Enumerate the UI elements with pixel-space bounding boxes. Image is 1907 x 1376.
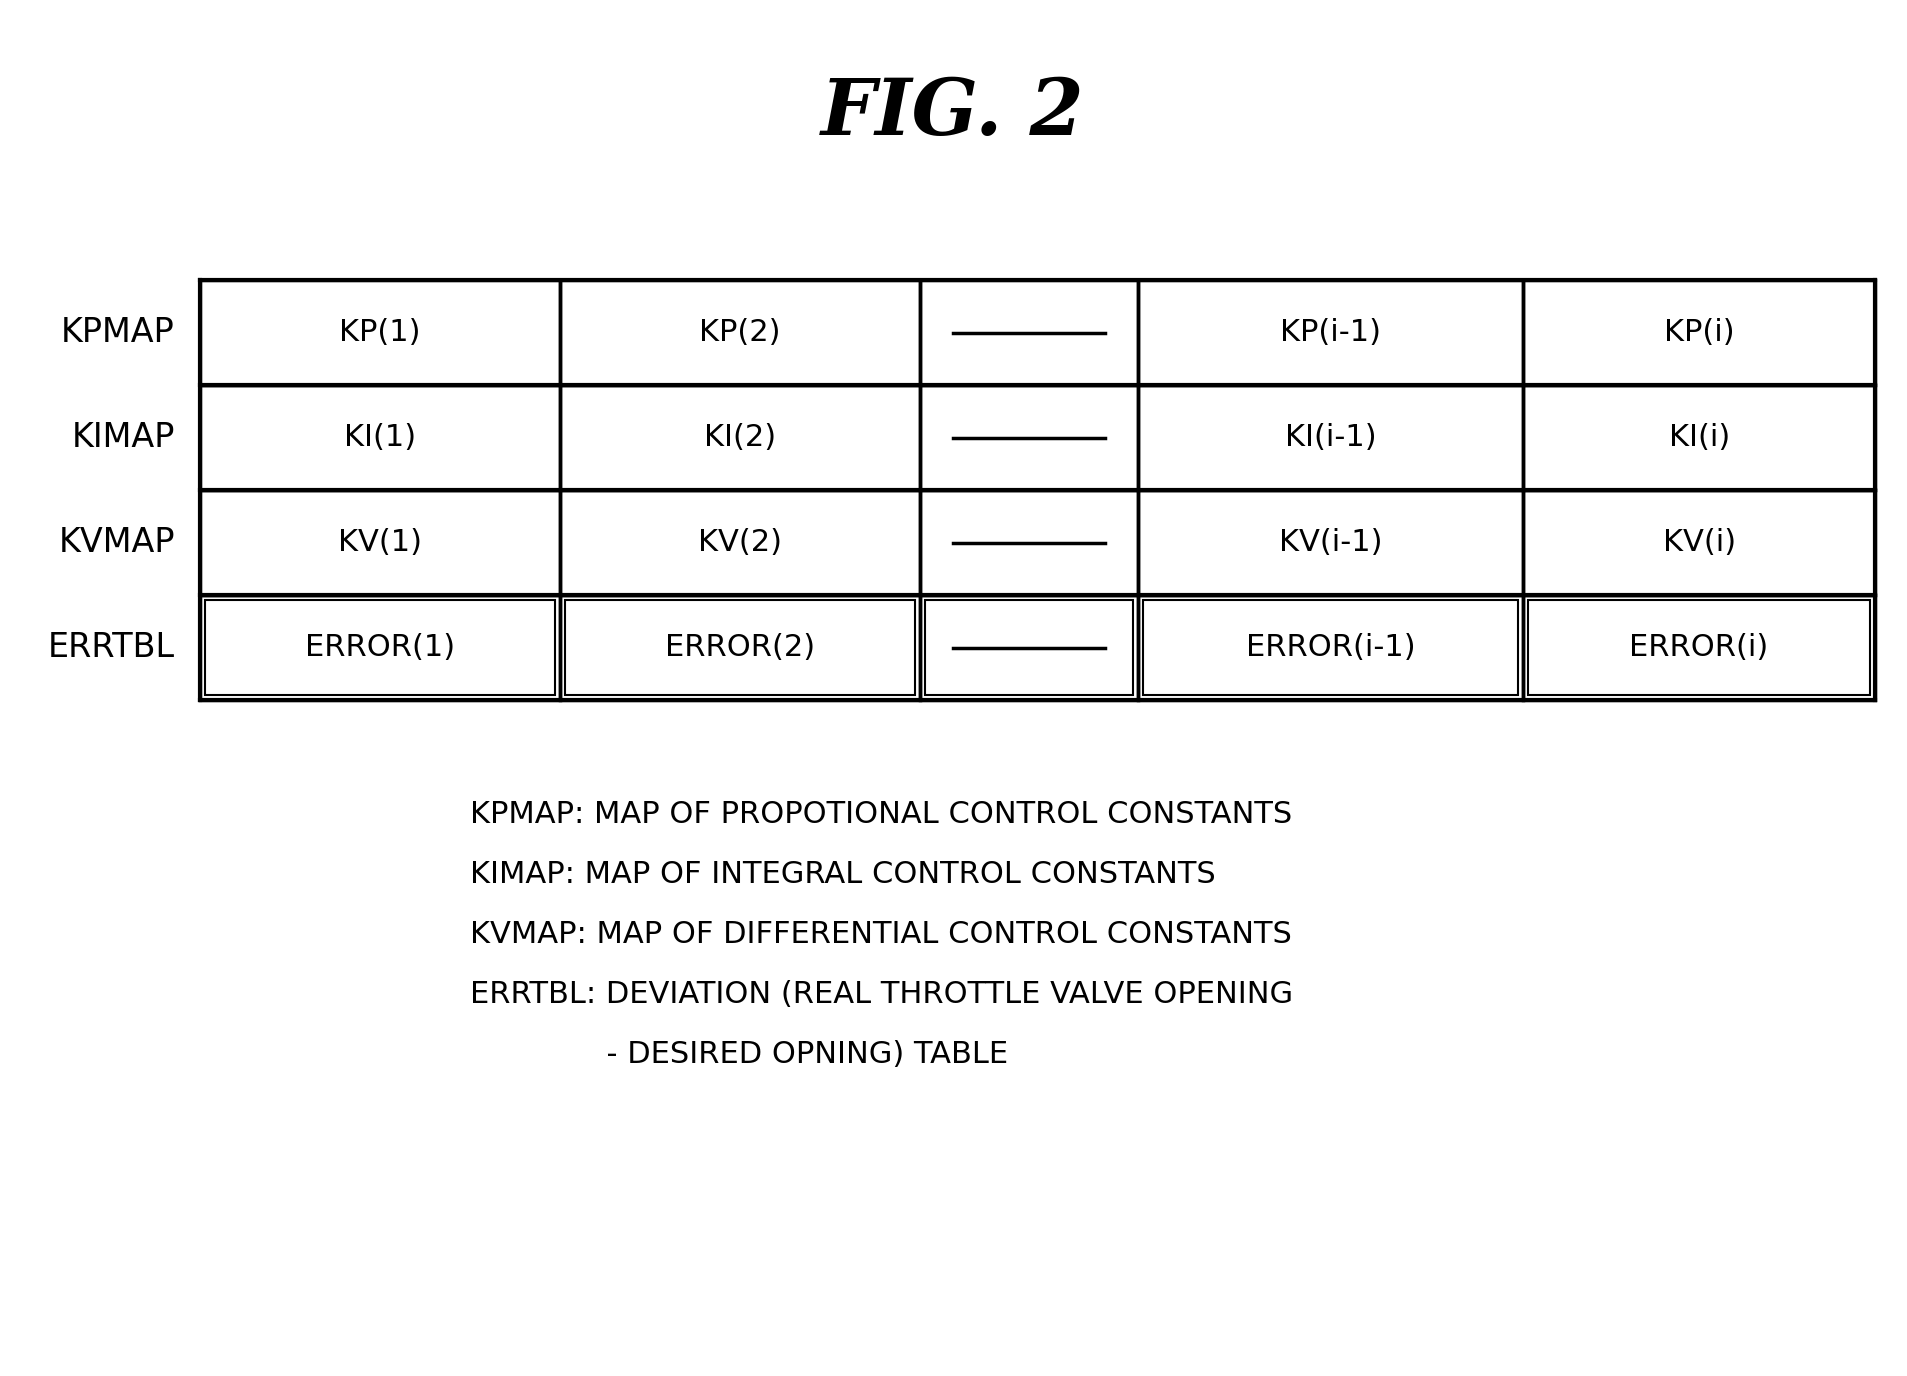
Bar [204, 600, 555, 695]
Text: KI(1): KI(1) [343, 422, 416, 451]
Text: KP(2): KP(2) [700, 318, 782, 347]
Text: FIG. 2: FIG. 2 [822, 76, 1085, 151]
Bar [1524, 385, 1875, 490]
Bar [561, 279, 921, 385]
Text: KP(i): KP(i) [1663, 318, 1735, 347]
Text: ERROR(i): ERROR(i) [1629, 633, 1770, 662]
Bar [561, 594, 921, 700]
Bar [1524, 490, 1875, 594]
Bar [564, 600, 915, 695]
Bar [1524, 279, 1875, 385]
Text: KP(i-1): KP(i-1) [1280, 318, 1381, 347]
Text: ERRTBL: DEVIATION (REAL THROTTLE VALVE OPENING: ERRTBL: DEVIATION (REAL THROTTLE VALVE O… [469, 980, 1293, 1009]
Bar [1524, 594, 1875, 700]
Text: - DESIRED OPNING) TABLE: - DESIRED OPNING) TABLE [469, 1040, 1009, 1069]
Bar [200, 594, 561, 700]
Bar [1142, 600, 1518, 695]
Bar [1138, 385, 1524, 490]
Text: KI(i-1): KI(i-1) [1285, 422, 1377, 451]
Bar [921, 490, 1138, 594]
Text: KV(1): KV(1) [338, 528, 421, 557]
Text: ERROR(1): ERROR(1) [305, 633, 456, 662]
Text: KI(2): KI(2) [704, 422, 776, 451]
Text: ERRTBL: ERRTBL [48, 632, 175, 665]
Bar [561, 385, 921, 490]
Bar [1138, 594, 1524, 700]
Text: KP(1): KP(1) [339, 318, 421, 347]
Bar [925, 600, 1133, 695]
Bar [921, 594, 1138, 700]
Bar [200, 279, 561, 385]
Bar [921, 385, 1138, 490]
Bar [1138, 279, 1524, 385]
Text: KI(i): KI(i) [1669, 422, 1730, 451]
Text: KV(i): KV(i) [1663, 528, 1735, 557]
Text: KVMAP: MAP OF DIFFERENTIAL CONTROL CONSTANTS: KVMAP: MAP OF DIFFERENTIAL CONTROL CONST… [469, 921, 1291, 949]
Bar [1528, 600, 1871, 695]
Text: KPMAP: KPMAP [61, 316, 175, 350]
Bar [200, 385, 561, 490]
Text: KPMAP: MAP OF PROPOTIONAL CONTROL CONSTANTS: KPMAP: MAP OF PROPOTIONAL CONTROL CONSTA… [469, 799, 1293, 828]
Bar [561, 490, 921, 594]
Text: KV(i-1): KV(i-1) [1280, 528, 1383, 557]
Bar [921, 279, 1138, 385]
Bar [1138, 490, 1524, 594]
Text: ERROR(2): ERROR(2) [666, 633, 816, 662]
Text: KIMAP: KIMAP [72, 421, 175, 454]
Text: ERROR(i-1): ERROR(i-1) [1245, 633, 1415, 662]
Text: KVMAP: KVMAP [59, 526, 175, 559]
Text: KV(2): KV(2) [698, 528, 782, 557]
Text: KIMAP: MAP OF INTEGRAL CONTROL CONSTANTS: KIMAP: MAP OF INTEGRAL CONTROL CONSTANTS [469, 860, 1217, 889]
Bar [200, 490, 561, 594]
